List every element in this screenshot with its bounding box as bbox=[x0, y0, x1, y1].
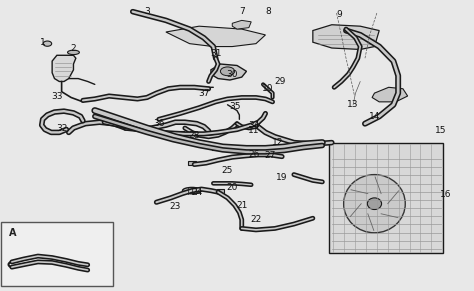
Text: 27: 27 bbox=[264, 151, 276, 160]
Text: 20: 20 bbox=[227, 183, 238, 192]
Ellipse shape bbox=[182, 187, 201, 194]
Text: 16: 16 bbox=[440, 191, 451, 199]
Text: 24: 24 bbox=[191, 188, 202, 196]
Text: 8: 8 bbox=[265, 7, 271, 16]
Text: 10: 10 bbox=[262, 84, 273, 93]
Bar bbox=[112, 120, 120, 124]
Bar bbox=[259, 146, 267, 150]
Text: 34: 34 bbox=[248, 121, 259, 129]
Ellipse shape bbox=[67, 50, 79, 55]
Ellipse shape bbox=[220, 67, 235, 76]
Text: 15: 15 bbox=[435, 127, 447, 135]
Polygon shape bbox=[52, 55, 76, 81]
Text: 31: 31 bbox=[210, 49, 221, 58]
Polygon shape bbox=[232, 20, 251, 29]
Text: 1: 1 bbox=[40, 38, 46, 47]
FancyBboxPatch shape bbox=[329, 143, 443, 253]
Bar bbox=[176, 131, 184, 135]
Text: 3: 3 bbox=[144, 7, 150, 16]
Text: 11: 11 bbox=[248, 127, 259, 135]
Text: 32: 32 bbox=[56, 124, 67, 132]
Polygon shape bbox=[313, 25, 379, 49]
Text: 36: 36 bbox=[153, 119, 164, 128]
Ellipse shape bbox=[344, 175, 405, 233]
Text: A: A bbox=[9, 228, 16, 237]
Polygon shape bbox=[372, 87, 408, 102]
Bar bbox=[188, 161, 196, 165]
Text: 25: 25 bbox=[222, 166, 233, 175]
Text: 26: 26 bbox=[248, 150, 259, 159]
Ellipse shape bbox=[367, 198, 382, 210]
Text: 9: 9 bbox=[336, 10, 342, 19]
Text: 2: 2 bbox=[71, 44, 76, 52]
Ellipse shape bbox=[43, 41, 52, 46]
Text: 19: 19 bbox=[276, 173, 288, 182]
Text: 35: 35 bbox=[229, 102, 240, 111]
Text: 22: 22 bbox=[250, 215, 262, 224]
Text: 14: 14 bbox=[369, 112, 380, 121]
Text: 12: 12 bbox=[272, 138, 283, 147]
Text: 29: 29 bbox=[274, 77, 285, 86]
FancyBboxPatch shape bbox=[1, 222, 113, 286]
Bar bbox=[212, 146, 219, 150]
Text: 23: 23 bbox=[170, 202, 181, 211]
Text: 33: 33 bbox=[51, 92, 63, 100]
Text: 37: 37 bbox=[198, 89, 210, 97]
Polygon shape bbox=[211, 64, 246, 80]
Text: 7: 7 bbox=[239, 7, 245, 16]
Bar bbox=[217, 189, 224, 193]
Text: 13: 13 bbox=[347, 100, 359, 109]
Text: 30: 30 bbox=[227, 70, 238, 79]
Text: 28: 28 bbox=[189, 131, 200, 140]
Text: 21: 21 bbox=[236, 201, 247, 210]
Polygon shape bbox=[166, 26, 265, 47]
